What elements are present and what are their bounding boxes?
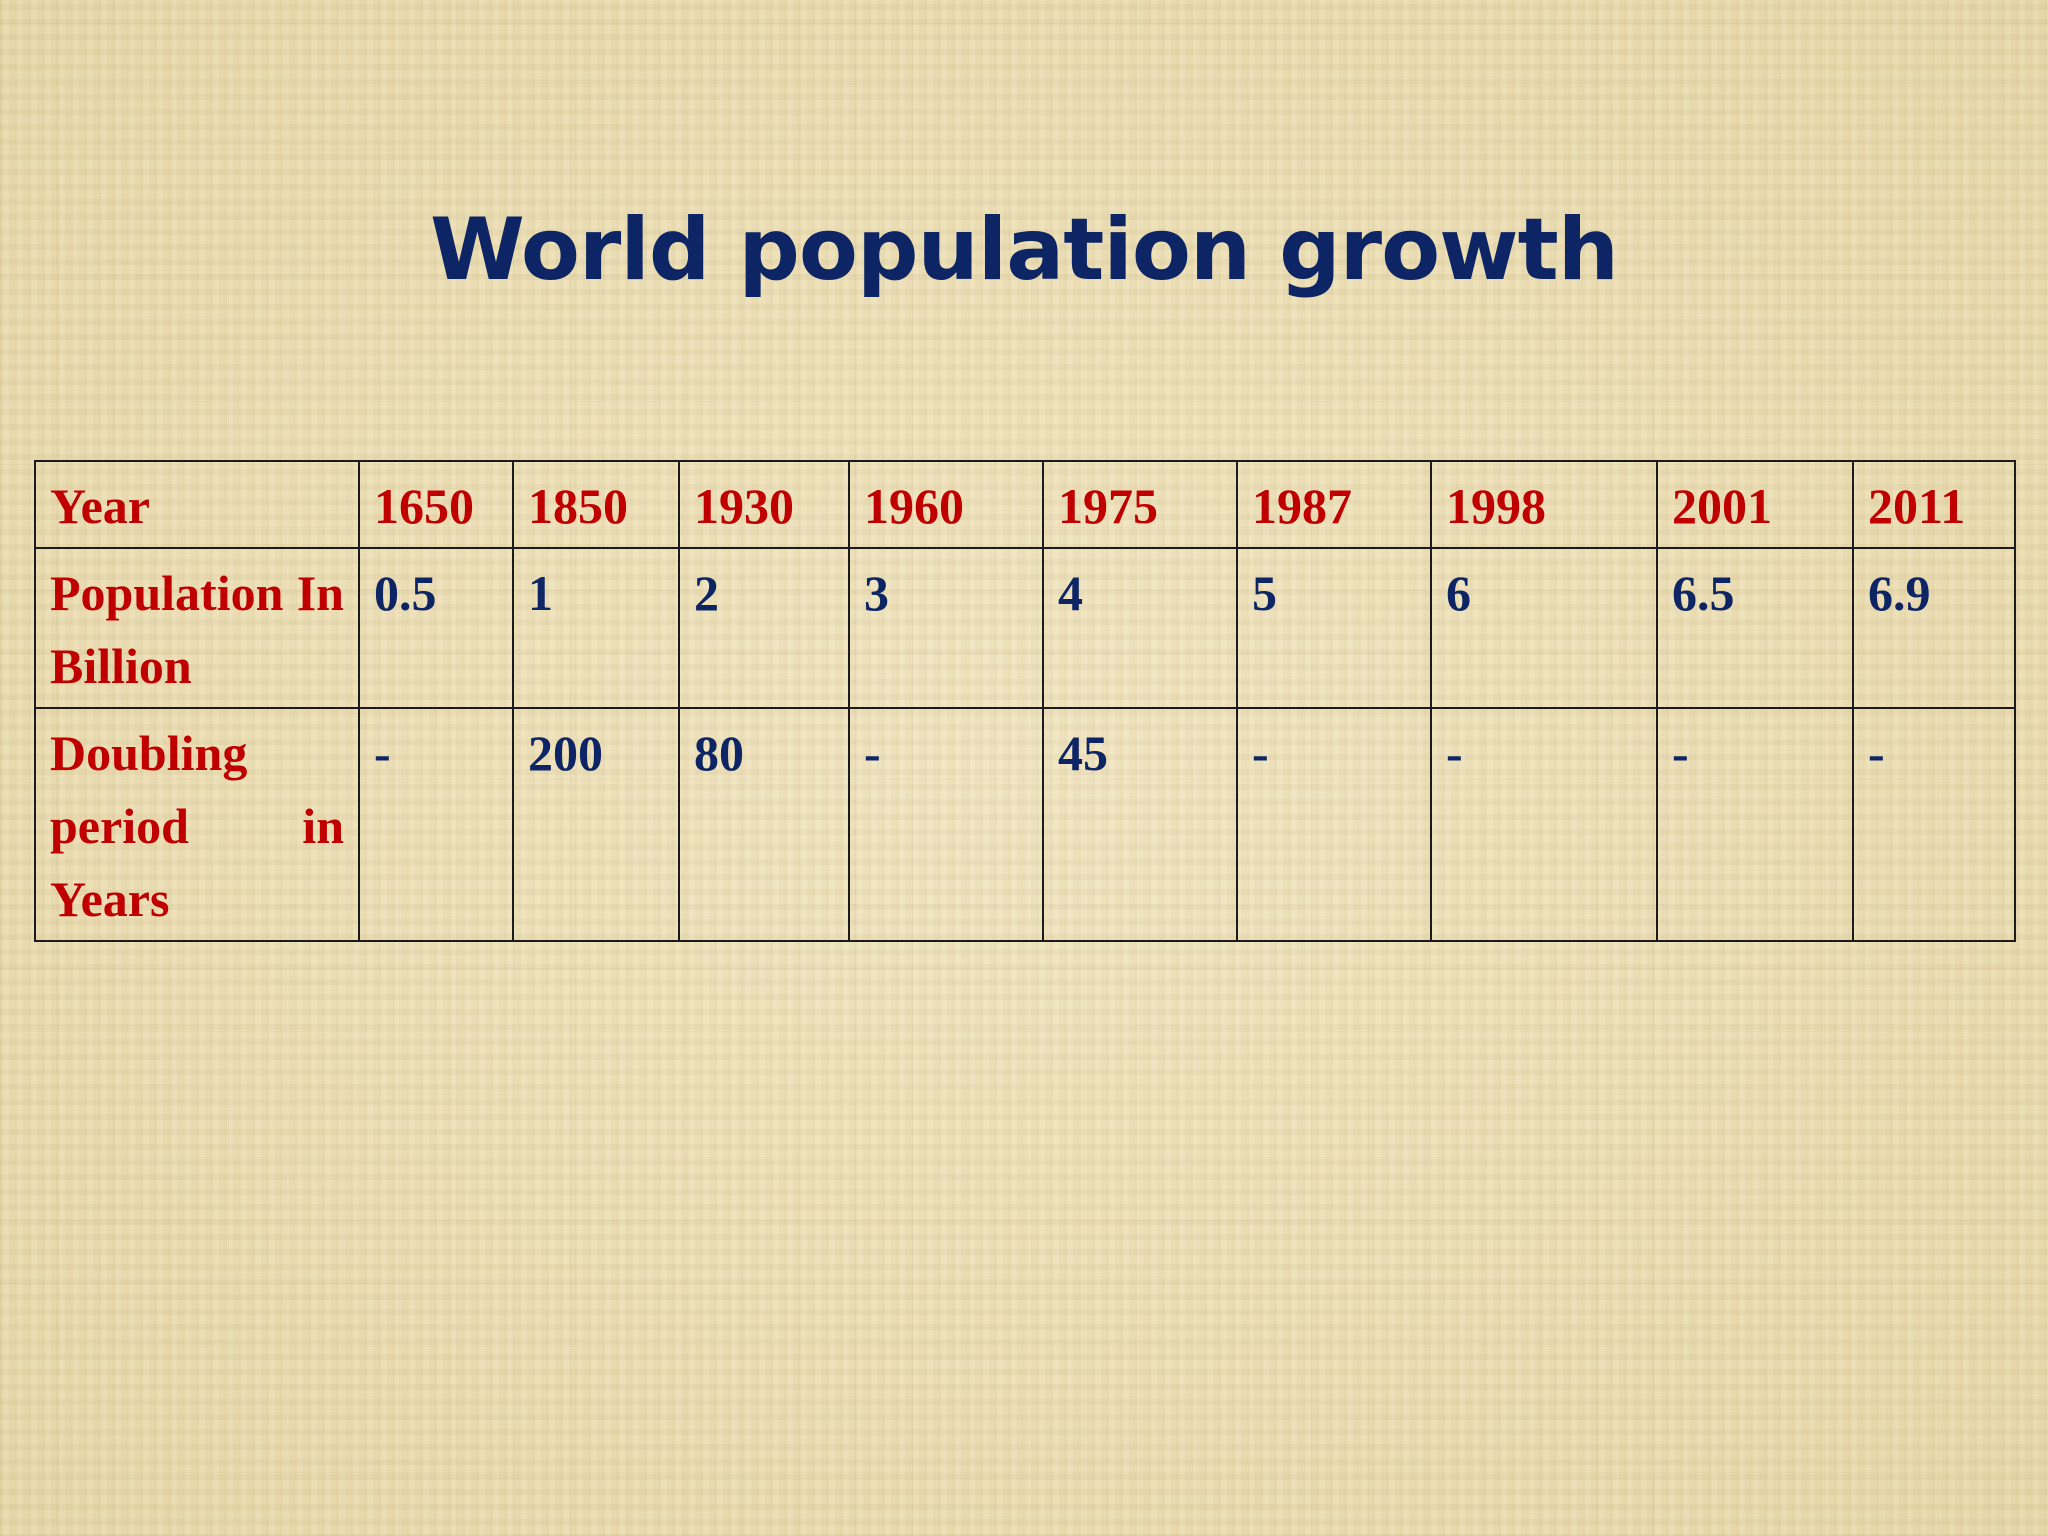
doubling-cell: - — [1852, 707, 2016, 942]
population-cell: 0.5 — [358, 547, 514, 709]
year-cell: 1960 — [848, 460, 1044, 549]
year-cell: 1850 — [512, 460, 680, 549]
doubling-cell: 45 — [1042, 707, 1238, 942]
row-label-doubling: Doubling period in Years — [34, 707, 360, 942]
doubling-cell: - — [1656, 707, 1854, 942]
doubling-cell: - — [848, 707, 1044, 942]
population-table: Year 1650 1850 1930 1960 1975 1987 1998 … — [34, 460, 2016, 942]
table-row-doubling: Doubling period in Years - 200 80 - 45 -… — [34, 707, 2016, 942]
doubling-cell: 80 — [678, 707, 850, 942]
table-row-population: Population In Billion 0.5 1 2 3 4 5 6 6.… — [34, 547, 2016, 709]
row-label-population: Population In Billion — [34, 547, 360, 709]
year-cell: 1930 — [678, 460, 850, 549]
year-cell: 1987 — [1236, 460, 1432, 549]
population-cell: 2 — [678, 547, 850, 709]
population-cell: 6 — [1430, 547, 1658, 709]
doubling-cell: - — [1236, 707, 1432, 942]
population-cell: 6.5 — [1656, 547, 1854, 709]
doubling-cell: - — [358, 707, 514, 942]
population-cell: 3 — [848, 547, 1044, 709]
doubling-cell: - — [1430, 707, 1658, 942]
year-cell: 2001 — [1656, 460, 1854, 549]
year-cell: 1650 — [358, 460, 514, 549]
population-cell: 6.9 — [1852, 547, 2016, 709]
slide-title: World population growth — [430, 200, 1619, 300]
population-cell: 5 — [1236, 547, 1432, 709]
year-cell: 1998 — [1430, 460, 1658, 549]
population-cell: 1 — [512, 547, 680, 709]
doubling-cell: 200 — [512, 707, 680, 942]
year-cell: 1975 — [1042, 460, 1238, 549]
population-cell: 4 — [1042, 547, 1238, 709]
row-label-year: Year — [34, 460, 360, 549]
year-cell: 2011 — [1852, 460, 2016, 549]
table-row-year: Year 1650 1850 1930 1960 1975 1987 1998 … — [34, 460, 2016, 549]
